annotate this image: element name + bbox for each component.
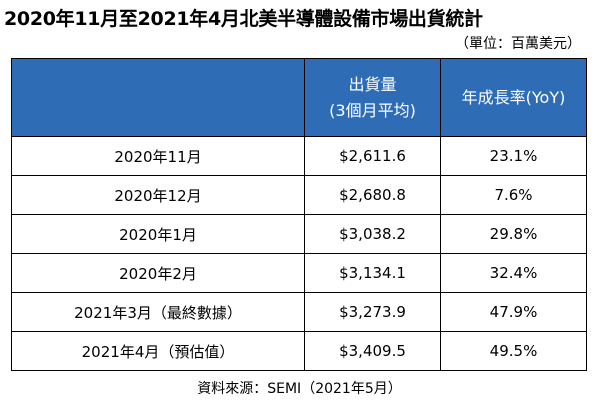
cell-shipments: $2,680.8 <box>304 175 441 215</box>
cell-yoy: 47.9% <box>440 292 587 332</box>
table-row: 2020年2月 $3,134.1 32.4% <box>11 253 587 293</box>
table-row: 2020年1月 $3,038.2 29.8% <box>11 214 587 254</box>
header-month <box>11 58 305 137</box>
cell-shipments: $3,409.5 <box>304 331 441 371</box>
source-note: 資料來源：SEMI（2021年5月） <box>197 381 402 397</box>
cell-month: 2020年12月 <box>11 175 305 215</box>
cell-shipments: $3,273.9 <box>304 292 441 332</box>
shipment-table: 出貨量 (3個月平均) 年成長率(YoY) 2020年11月 $2,611.6 … <box>11 58 587 371</box>
cell-yoy: 23.1% <box>440 136 587 176</box>
unit-label: （單位：百萬美元） <box>455 36 581 52</box>
cell-month: 2021年3月（最終數據） <box>11 292 305 332</box>
cell-yoy: 7.6% <box>440 175 587 215</box>
cell-yoy: 49.5% <box>440 331 587 371</box>
header-shipments: 出貨量 (3個月平均) <box>304 58 441 137</box>
table-row: 2020年12月 $2,680.8 7.6% <box>11 175 587 215</box>
table-header-row: 出貨量 (3個月平均) 年成長率(YoY) <box>11 58 587 137</box>
table-row: 2021年4月（預估值） $3,409.5 49.5% <box>11 331 587 371</box>
header-shipments-line2: (3個月平均) <box>329 100 416 120</box>
header-yoy: 年成長率(YoY) <box>440 58 587 137</box>
table-row: 2020年11月 $2,611.6 23.1% <box>11 136 587 176</box>
cell-shipments: $2,611.6 <box>304 136 441 176</box>
cell-shipments: $3,038.2 <box>304 214 441 254</box>
cell-yoy: 29.8% <box>440 214 587 254</box>
cell-month: 2020年11月 <box>11 136 305 176</box>
table-row: 2021年3月（最終數據） $3,273.9 47.9% <box>11 292 587 332</box>
cell-yoy: 32.4% <box>440 253 587 293</box>
cell-month: 2020年1月 <box>11 214 305 254</box>
cell-month: 2020年2月 <box>11 253 305 293</box>
cell-month: 2021年4月（預估值） <box>11 331 305 371</box>
header-shipments-line1: 出貨量 <box>348 74 397 94</box>
cell-shipments: $3,134.1 <box>304 253 441 293</box>
page-title: 2020年11月至2021年4月北美半導體設備市場出貨統計 <box>4 8 483 30</box>
